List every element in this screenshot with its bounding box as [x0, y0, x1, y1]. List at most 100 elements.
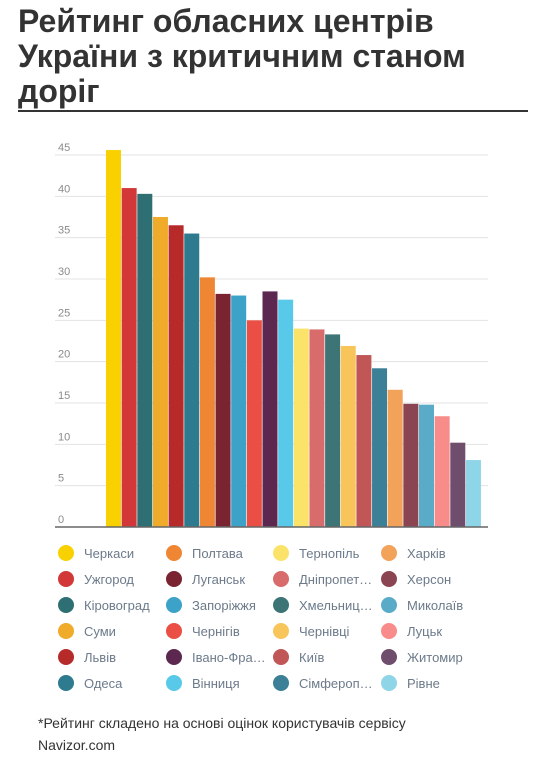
- bar-24: Рівне: 8.1: [465, 460, 481, 527]
- bar-3: Кіровоград: 40.3: [137, 193, 153, 527]
- bar-21: Миколаїв: 14.8: [419, 404, 434, 527]
- legend-label: Луцьк: [407, 623, 443, 639]
- legend-item: Миколаїв: [381, 595, 463, 615]
- bar-19: Харків: 16.6: [387, 389, 403, 527]
- legend-label: Рівне: [407, 675, 440, 691]
- y-tick-label: 20: [58, 349, 70, 361]
- legend-swatch: [381, 623, 397, 639]
- y-tick-label: 35: [58, 225, 70, 237]
- legend-swatch: [273, 649, 289, 665]
- legend-item: Чернівці: [273, 621, 349, 641]
- legend-item: Ужгород: [58, 569, 134, 589]
- legend-label: Хмельниц…: [299, 597, 373, 613]
- y-tick-label: 0: [58, 514, 64, 526]
- legend-label: Київ: [299, 649, 325, 665]
- legend-label: Херсон: [407, 571, 452, 587]
- legend-item: Полтава: [166, 543, 243, 563]
- footnote-line-1: *Рейтинг складено на основі оцінок корис…: [38, 715, 406, 731]
- legend-label: Чернівці: [299, 623, 350, 639]
- legend-label: Сімфероп…: [299, 675, 373, 691]
- legend-item: Харків: [381, 543, 446, 563]
- bar-16: Чернівці: 21.9: [340, 345, 356, 527]
- y-tick-label: 40: [58, 183, 70, 195]
- title-underline: [18, 110, 528, 112]
- legend-swatch: [273, 623, 289, 639]
- legend-swatch: [166, 597, 182, 613]
- bar-11: Івано-Фра…: 28.5: [262, 291, 278, 527]
- legend-swatch: [58, 675, 74, 691]
- bar-14: Дніпропет…: 23.9: [309, 329, 325, 527]
- legend-swatch: [273, 675, 289, 691]
- legend-item: Сімфероп…: [273, 673, 373, 693]
- bar-4: Суми: 37.5: [152, 217, 168, 527]
- legend-swatch: [166, 571, 182, 587]
- legend-item: Хмельниц…: [273, 595, 373, 615]
- legend-swatch: [273, 545, 289, 561]
- legend-label: Івано-Фра…: [192, 649, 266, 665]
- legend-item: Рівне: [381, 673, 440, 693]
- legend-swatch: [381, 649, 397, 665]
- y-tick-label: 5: [58, 473, 64, 485]
- bar-10: Чернігів: 25: [246, 320, 262, 527]
- bar-8: Луганськ: 28.2: [215, 293, 231, 527]
- legend-label: Кіровоград: [84, 597, 150, 613]
- footnote-line-2: Navizor.com: [38, 737, 116, 753]
- legend-swatch: [381, 545, 397, 561]
- bar-23: Житомир: 10.2: [450, 442, 466, 527]
- bar-chart: 0 5 10 15 20 25 30 35 40 45 Черкаси: 45.6Ужгород: …: [55, 142, 488, 528]
- y-tick-label: 45: [58, 142, 70, 154]
- bar-7: Полтава: 30.2: [199, 277, 215, 527]
- legend-label: Одеса: [84, 675, 123, 691]
- page-title: Рейтинг обласних центрів України з крити…: [18, 3, 466, 109]
- legend-label: Черкаси: [84, 545, 135, 561]
- bar-17: Київ: 20.8: [356, 355, 372, 527]
- legend-label: Луганськ: [192, 571, 246, 587]
- legend-swatch: [381, 675, 397, 691]
- legend-item: Херсон: [381, 569, 451, 589]
- bar-13: Тернопіль: 24: [293, 328, 309, 527]
- legend-item: Луганськ: [166, 569, 245, 589]
- legend-item: Запоріжжя: [166, 595, 256, 615]
- legend-item: Львів: [58, 647, 116, 667]
- legend-label: Суми: [84, 623, 116, 639]
- legend-label: Тернопіль: [299, 545, 360, 561]
- legend-item: Вінниця: [166, 673, 240, 693]
- footnote: *Рейтинг складено на основі оцінок корис…: [38, 712, 508, 756]
- legend-item: Житомир: [381, 647, 463, 667]
- legend-swatch: [58, 571, 74, 587]
- legend-label: Житомир: [407, 649, 463, 665]
- legend-item: Дніпропет…: [273, 569, 372, 589]
- legend-swatch: [166, 545, 182, 561]
- bar-1: Черкаси: 45.6: [106, 150, 121, 528]
- legend-swatch: [381, 571, 397, 587]
- legend-swatch: [166, 649, 182, 665]
- bar-15: Хмельниц…: 23.3: [325, 334, 341, 527]
- bar-2: Ужгород: 41: [121, 188, 137, 528]
- bar-9: Запоріжжя: 28: [231, 295, 247, 527]
- bar-18: Сімфероп…: 19.2: [372, 368, 388, 527]
- y-tick-label: 10: [58, 431, 70, 443]
- legend-item: Київ: [273, 647, 324, 667]
- legend-swatch: [58, 649, 74, 665]
- bar-22: Луцьк: 13.4: [434, 416, 450, 527]
- legend-label: Чернігів: [192, 623, 240, 639]
- legend-swatch: [273, 571, 289, 587]
- legend-item: Івано-Фра…: [166, 647, 266, 667]
- legend-label: Ужгород: [84, 571, 134, 587]
- y-tick-label: 15: [58, 390, 70, 402]
- legend-swatch: [273, 597, 289, 613]
- legend-item: Кіровоград: [58, 595, 150, 615]
- legend-item: Чернігів: [166, 621, 240, 641]
- bar-20: Херсон: 14.9: [403, 403, 419, 527]
- legend-item: Суми: [58, 621, 116, 641]
- legend-swatch: [58, 623, 74, 639]
- legend-label: Вінниця: [192, 675, 240, 691]
- legend-label: Полтава: [192, 545, 243, 561]
- legend-swatch: [58, 545, 74, 561]
- legend-label: Харків: [407, 545, 446, 561]
- bar-6: Одеса: 35.5: [184, 233, 200, 527]
- bar-5: Львів: 36.5: [168, 225, 184, 527]
- legend-label: Дніпропет…: [299, 571, 373, 587]
- legend-swatch: [58, 597, 74, 613]
- legend-label: Миколаїв: [407, 597, 464, 613]
